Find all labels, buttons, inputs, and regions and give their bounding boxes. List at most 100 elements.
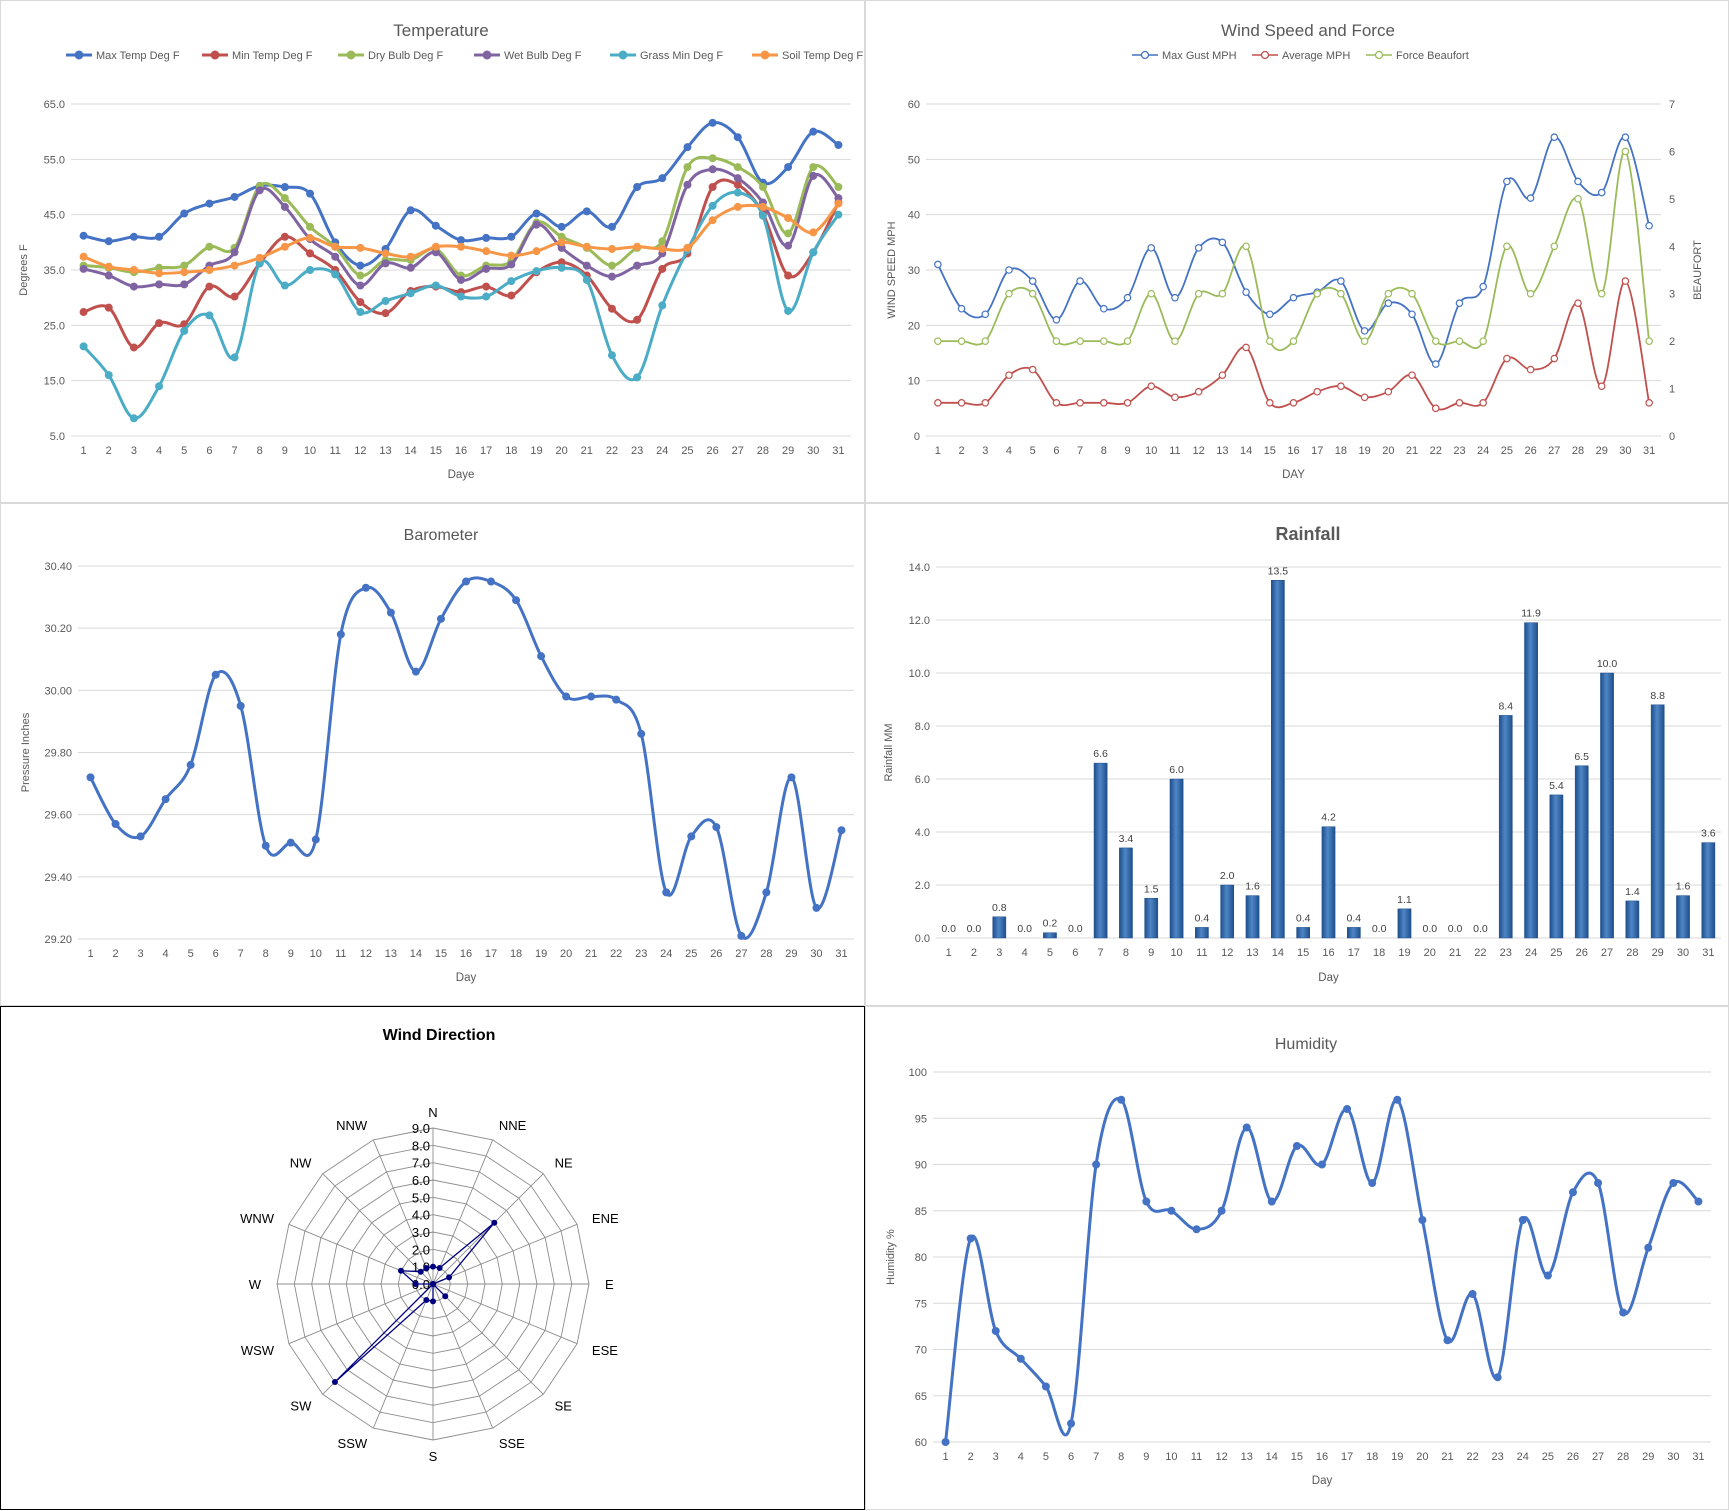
data-point <box>306 189 315 198</box>
data-point <box>1318 1160 1327 1169</box>
data-point <box>582 275 591 284</box>
x-tick-label: 24 <box>660 948 672 960</box>
bar <box>1195 927 1209 939</box>
data-point <box>482 247 491 256</box>
x-tick-label: 27 <box>1592 1451 1604 1463</box>
data-point <box>507 277 516 286</box>
data-label: 0.0 <box>1017 923 1032 935</box>
x-tick-label: 23 <box>1492 1451 1504 1463</box>
data-label: 8.8 <box>1650 690 1665 702</box>
y-axis-label: Degrees F <box>18 244 30 296</box>
data-point <box>381 296 390 305</box>
x-axis-label: Daye <box>448 469 475 481</box>
data-point <box>1503 354 1511 363</box>
radar-spoke <box>432 1283 494 1429</box>
x-tick-label: 25 <box>681 445 693 457</box>
data-point <box>311 835 320 844</box>
data-point <box>507 291 516 300</box>
data-point <box>834 183 843 192</box>
data-point <box>1574 299 1582 308</box>
data-point <box>1242 242 1250 251</box>
data-point <box>255 186 264 195</box>
data-point <box>79 264 88 273</box>
bar <box>1650 704 1665 939</box>
data-point <box>834 210 843 219</box>
data-point <box>129 343 138 352</box>
direction-label: E <box>605 1277 614 1292</box>
data-point <box>1265 398 1274 407</box>
x-tick-label: 14 <box>410 948 422 960</box>
x-tick-label: 7 <box>1093 1451 1099 1463</box>
chart-title: Rainfall <box>1275 524 1340 544</box>
data-point <box>155 280 164 289</box>
data-point <box>1100 304 1108 313</box>
y-tick-label: 15.0 <box>44 376 65 388</box>
data-point <box>306 233 315 242</box>
x-tick-label: 2 <box>106 445 112 457</box>
x-tick-label: 15 <box>430 445 442 457</box>
y-axis-label: Humidity % <box>885 1229 897 1285</box>
legend-label: Dry Bulb Deg F <box>368 50 443 62</box>
x-tick-label: 6 <box>1072 947 1078 959</box>
data-point <box>205 282 214 291</box>
x-tick-label: 22 <box>1466 1451 1478 1463</box>
direction-label: SSE <box>499 1436 525 1451</box>
direction-label: WNW <box>240 1211 275 1226</box>
y-tick-label: 55.0 <box>44 154 65 166</box>
data-point <box>712 823 721 832</box>
data-point <box>1218 371 1227 379</box>
data-point <box>532 209 541 218</box>
data-point <box>104 262 113 271</box>
bar <box>1524 622 1538 939</box>
x-tick-label: 22 <box>1474 947 1486 959</box>
x-tick-label: 24 <box>1477 445 1489 457</box>
data-point <box>1005 371 1013 379</box>
radial-tick-label: 3.0 <box>412 1225 430 1240</box>
x-tick-label: 11 <box>335 948 346 960</box>
data-point <box>1052 337 1061 345</box>
barometer-panel: Barometer 29.20 29.40 29.60 29.80 30.00 30.20 3… <box>0 503 865 1006</box>
series-line <box>83 167 840 289</box>
x-tick-label: 28 <box>760 948 772 960</box>
data-point <box>1550 242 1559 251</box>
data-point <box>787 773 796 782</box>
data-point <box>733 163 742 172</box>
data-point <box>981 310 990 319</box>
data-point <box>1645 221 1653 230</box>
data-point <box>1100 398 1108 407</box>
x-tick-label: 10 <box>1145 445 1157 457</box>
data-point <box>607 261 616 270</box>
y-tick-label: 95 <box>915 1113 927 1125</box>
x-tick-label: 4 <box>1018 1451 1024 1463</box>
data-point <box>512 596 521 605</box>
data-point <box>356 271 365 280</box>
y-tick-label: 5.0 <box>50 431 65 443</box>
x-tick-label: 21 <box>1406 445 1418 457</box>
data-point <box>683 243 692 252</box>
x-tick-label: 7 <box>1098 947 1104 959</box>
data-point <box>1171 293 1179 302</box>
data-point <box>230 261 239 270</box>
x-tick-label: 2 <box>112 948 118 960</box>
data-point <box>431 221 440 230</box>
data-point <box>758 211 767 220</box>
data-point <box>1503 177 1511 186</box>
data-point <box>79 342 88 351</box>
data-point <box>205 199 214 208</box>
bar <box>1245 895 1260 939</box>
x-tick-label: 4 <box>163 948 169 960</box>
data-point <box>104 303 113 312</box>
data-point <box>442 1293 449 1300</box>
y-tick-label: 80 <box>915 1252 927 1264</box>
data-point <box>1621 277 1630 285</box>
data-point <box>356 261 365 270</box>
direction-label: ESE <box>592 1343 618 1358</box>
data-point <box>1393 1095 1402 1104</box>
x-tick-label: 17 <box>1311 445 1323 457</box>
data-label: 6.0 <box>1169 764 1184 776</box>
y-tick-label: 12.0 <box>909 615 930 627</box>
data-point <box>607 351 616 360</box>
data-label: 1.1 <box>1397 894 1412 906</box>
data-label: 1.6 <box>1676 881 1691 893</box>
